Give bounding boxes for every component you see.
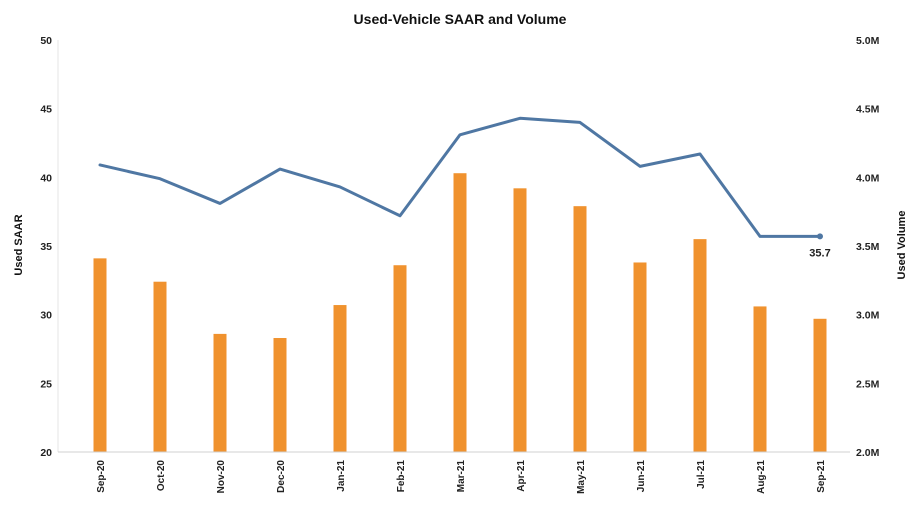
left-tick-label: 50 [40, 35, 52, 47]
volume-bars [93, 173, 827, 453]
left-tick-label: 45 [40, 104, 52, 116]
left-tick-label: 35 [40, 241, 52, 253]
left-y-axis: 20 25 30 35 40 45 50 [40, 35, 59, 459]
left-tick-label: 30 [40, 310, 52, 322]
left-tick-label: 20 [40, 447, 52, 459]
right-tick-label: 2.0M [856, 447, 880, 459]
right-axis-label: Used Volume [896, 211, 908, 280]
x-tick-label: Aug-21 [756, 460, 767, 494]
x-tick-label: Sep-21 [816, 460, 827, 493]
chart-title: Used-Vehicle SAAR and Volume [354, 11, 567, 27]
saar-last-point [817, 233, 823, 240]
volume-bar [753, 306, 767, 452]
right-tick-label: 4.0M [856, 172, 880, 184]
saar-data-label: 35.7 [809, 247, 830, 259]
left-tick-label: 25 [40, 378, 52, 390]
x-tick-label: Dec-20 [276, 460, 287, 493]
volume-bar [273, 338, 287, 452]
volume-bar [513, 188, 527, 452]
x-tick-label: Feb-21 [396, 460, 407, 493]
volume-bar [213, 333, 227, 452]
volume-bar [333, 305, 347, 452]
right-tick-label: 5.0M [856, 35, 880, 47]
volume-bar [453, 173, 467, 453]
x-tick-label: Jul-21 [696, 460, 707, 489]
left-tick-label: 40 [40, 172, 52, 184]
right-tick-label: 3.0M [856, 310, 880, 322]
x-tick-label: Jun-21 [636, 460, 647, 493]
left-axis-label: Used SAAR [13, 214, 25, 275]
right-tick-label: 3.5M [856, 241, 880, 253]
volume-bar [573, 206, 587, 452]
x-tick-label: Apr-21 [516, 460, 527, 492]
saar-line [98, 116, 822, 238]
x-tick-label: Sep-20 [96, 460, 107, 493]
x-tick-label: Jan-21 [336, 460, 347, 492]
right-y-axis: 2.0M 2.5M 3.0M 3.5M 4.0M 4.5M 5.0M [856, 35, 880, 459]
volume-bar [693, 239, 707, 452]
volume-bar [633, 262, 647, 452]
volume-bar [393, 265, 407, 452]
x-axis: Sep-20 Oct-20 Nov-20 Dec-20 Jan-21 Feb-21 Mar-… [58, 451, 850, 494]
right-tick-label: 4.5M [856, 104, 880, 116]
volume-bar [813, 318, 827, 452]
volume-bar [153, 281, 167, 452]
x-tick-label: May-21 [576, 460, 587, 494]
x-tick-label: Nov-20 [216, 460, 227, 494]
saar-line-layer: 35.7 [98, 116, 831, 259]
x-tick-label: Mar-21 [456, 460, 467, 493]
right-tick-label: 2.5M [856, 378, 880, 390]
x-tick-label: Oct-20 [156, 460, 167, 492]
volume-bar [93, 258, 107, 452]
